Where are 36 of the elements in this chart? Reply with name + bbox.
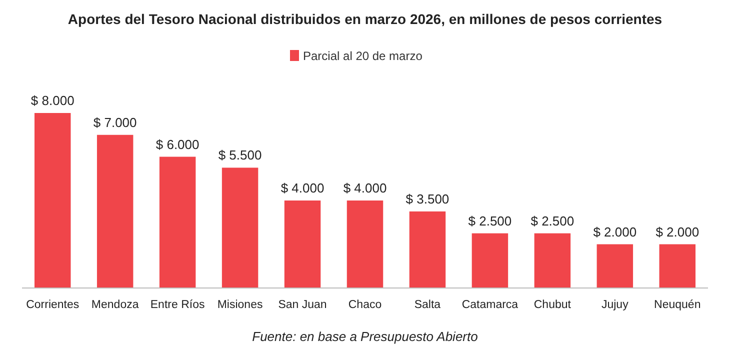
bar — [222, 168, 258, 288]
bar — [284, 200, 321, 288]
bar — [409, 211, 446, 288]
data-label: $ 7.000 — [93, 114, 137, 130]
bar — [346, 200, 384, 288]
source-note: Fuente: en base a Presupuesto Abierto — [252, 329, 478, 344]
bar — [472, 233, 508, 288]
legend-label: Parcial al 20 de marzo — [303, 49, 423, 63]
bar — [34, 113, 71, 288]
x-tick-label: Salta — [414, 299, 442, 311]
x-tick-label: Misiones — [217, 299, 263, 311]
x-tick-label: San Juan — [278, 299, 327, 311]
x-tick-label: Chubut — [534, 299, 572, 311]
data-label: $ 3.500 — [406, 191, 450, 206]
x-tick-label: Chaco — [348, 299, 382, 311]
x-tick-label: Corrientes — [26, 299, 80, 311]
x-tick-label: Mendoza — [91, 299, 140, 311]
x-tick-label: Jujuy — [601, 299, 629, 311]
data-label: $ 2.000 — [593, 224, 637, 240]
x-tick-label: Entre Ríos — [150, 299, 205, 311]
bar — [596, 244, 634, 288]
chart-title: Aportes del Tesoro Nacional distribuidos en marzo 2026, en millones de pesos corrientes — [68, 11, 662, 27]
data-label: $ 4.000 — [280, 180, 324, 196]
data-label: $ 4.000 — [343, 180, 387, 196]
data-label: $ 8.000 — [30, 93, 74, 108]
data-label: $ 2.000 — [656, 224, 700, 240]
bar — [659, 244, 696, 288]
data-label: $ 2.500 — [530, 213, 574, 228]
bar — [159, 156, 196, 288]
data-label: $ 5.500 — [218, 148, 262, 163]
bar — [534, 233, 571, 288]
data-label: $ 6.000 — [156, 136, 200, 152]
x-tick-label: Neuquén — [654, 299, 701, 311]
bar — [96, 134, 134, 288]
x-tick-label: Catamarca — [462, 299, 519, 311]
data-label: $ 2.500 — [468, 213, 512, 228]
